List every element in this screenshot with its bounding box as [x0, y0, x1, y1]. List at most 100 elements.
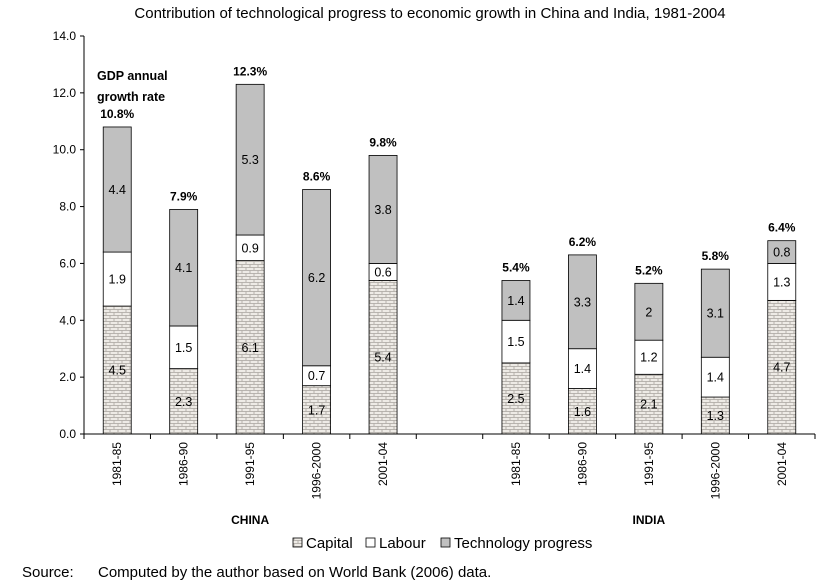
legend-label: Capital [306, 535, 353, 552]
bar-segment-technology-progress [169, 209, 199, 327]
segment-value-label: 1.2 [640, 351, 657, 365]
total-growth-label: 8.6% [303, 170, 331, 184]
segment-value-label: 1.4 [707, 371, 724, 385]
segment-value-label: 4.4 [109, 183, 126, 197]
segment-value-label: 1.4 [574, 362, 591, 376]
total-growth-label: 9.8% [369, 135, 397, 149]
source-text: Computed by the author based on World Ba… [98, 564, 491, 581]
y-tick-label: 4.0 [59, 313, 76, 327]
bar-segment-technology-progress [235, 83, 265, 236]
segment-value-label: 2.1 [640, 398, 657, 412]
x-category-label: 2001-04 [376, 442, 390, 486]
total-growth-label: 6.4% [768, 221, 796, 235]
segment-value-label: 3.3 [574, 295, 591, 309]
data-labels: 4.5 1.9 4.4 10.8% 2.3 1.5 4.1 7.9% 6.1 0.9 5.3 12.3… [100, 64, 796, 423]
bar-segment-labour [235, 234, 265, 261]
total-growth-label: 5.8% [702, 249, 730, 263]
bar-segment-technology-progress [368, 154, 398, 264]
bar-segment-technology-progress [700, 268, 730, 358]
total-growth-label: 10.8% [100, 107, 134, 121]
segment-value-label: 6.1 [241, 341, 258, 355]
segment-value-label: 4.1 [175, 261, 192, 275]
x-category-label: 1981-85 [509, 442, 523, 486]
legend-label: Technology progress [454, 535, 592, 552]
bar-segment-technology-progress [568, 254, 597, 350]
total-growth-label: 12.3% [233, 64, 267, 78]
segment-value-label: 0.8 [773, 246, 790, 260]
bar-segment-capital [700, 396, 730, 435]
segment-value-label: 1.7 [308, 403, 325, 417]
y-tick-label: 0.0 [59, 427, 76, 441]
chart-title: Contribution of technological progress t… [134, 5, 725, 22]
bar-segment-labour [568, 348, 597, 389]
segment-value-label: 1.3 [773, 275, 790, 289]
legend-swatch-technology-progress [440, 537, 451, 548]
legend: Capital Labour Technology progress [292, 535, 592, 552]
bar-segment-labour [634, 339, 664, 375]
segment-value-label: 2 [645, 305, 652, 319]
segment-value-label: 0.9 [241, 241, 258, 255]
total-growth-label: 6.2% [569, 235, 597, 249]
legend-swatch-labour [365, 537, 376, 548]
bar-segment-labour [700, 356, 730, 398]
y-tick-label: 2.0 [59, 370, 76, 384]
bar-segment-labour [501, 319, 531, 364]
y-tick-label: 6.0 [59, 256, 76, 270]
bar-segment-capital [102, 305, 132, 435]
segment-value-label: 2.3 [175, 395, 192, 409]
segment-value-label: 6.2 [308, 271, 325, 285]
x-category-label: 1981-85 [110, 442, 124, 486]
bar-segment-technology-progress [634, 282, 664, 341]
bar-segment-capital [568, 388, 597, 435]
y-axis: 0.0 2.0 4.0 6.0 8.0 10.0 12.0 14.0 [53, 29, 85, 441]
bar-segment-labour [102, 251, 132, 307]
bar-segment-technology-progress [501, 280, 531, 321]
group-label: CHINA [231, 513, 269, 527]
legend-label: Labour [379, 535, 426, 552]
bars [102, 83, 797, 435]
segment-value-label: 0.6 [374, 265, 391, 279]
bar-segment-capital [767, 299, 797, 435]
bar-segment-capital [634, 373, 664, 435]
x-category-label: 2001-04 [775, 442, 789, 486]
total-growth-label: 5.4% [502, 260, 530, 274]
segment-value-label: 1.5 [507, 335, 524, 349]
bar-segment-technology-progress [302, 189, 331, 367]
bar-segment-capital [501, 362, 531, 435]
total-growth-label: 5.2% [635, 263, 663, 277]
bar-segment-technology-progress [102, 126, 132, 253]
bar-segment-capital [368, 280, 398, 435]
y-tick-label: 12.0 [53, 86, 77, 100]
x-category-label: 1986-90 [575, 442, 589, 486]
x-category-label: 1991-95 [243, 442, 257, 486]
gdp-annotation-line2: growth rate [97, 90, 165, 104]
segment-value-label: 4.7 [773, 361, 790, 375]
segment-value-label: 3.8 [374, 203, 391, 217]
segment-value-label: 1.3 [707, 409, 724, 423]
segment-value-label: 0.7 [308, 369, 325, 383]
segment-value-label: 5.4 [374, 351, 391, 365]
segment-value-label: 3.1 [707, 307, 724, 321]
y-tick-label: 8.0 [59, 200, 76, 214]
total-growth-label: 7.9% [170, 189, 198, 203]
group-label: INDIA [633, 513, 666, 527]
segment-value-label: 1.5 [175, 341, 192, 355]
y-tick-label: 10.0 [53, 143, 77, 157]
bar-segment-technology-progress [767, 240, 797, 264]
segment-value-label: 4.5 [109, 364, 126, 378]
segment-value-label: 5.3 [241, 153, 258, 167]
gdp-annotation-line1: GDP annual [97, 69, 168, 83]
x-axis: 1981-85 1986-90 1991-95 1996-2000 2001-04 CHI… [83, 433, 816, 527]
x-category-label: 1996-2000 [310, 442, 324, 500]
y-tick-label: 14.0 [53, 29, 77, 43]
x-category-label: 1996-2000 [708, 442, 722, 500]
x-category-label: 1991-95 [642, 442, 656, 486]
segment-value-label: 1.4 [507, 294, 524, 308]
segment-value-label: 1.9 [109, 273, 126, 287]
x-category-label: 1986-90 [177, 442, 191, 486]
segment-value-label: 2.5 [507, 392, 524, 406]
source-label: Source: [22, 564, 74, 581]
segment-value-label: 1.6 [574, 405, 591, 419]
legend-swatch-capital [292, 537, 303, 548]
